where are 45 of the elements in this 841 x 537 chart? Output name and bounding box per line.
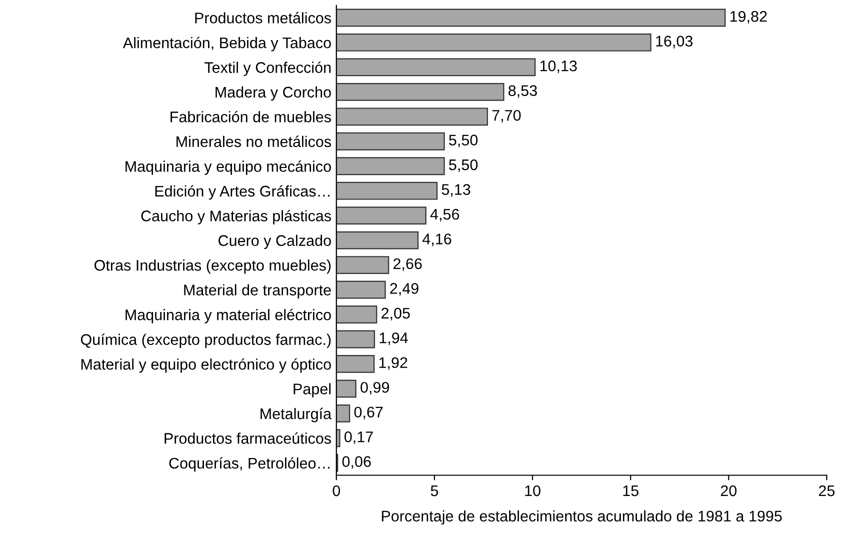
data-label: 5,50 [449, 134, 478, 148]
y-tick-label: Madera y Corcho [216, 86, 331, 101]
y-tick-label: Maquinaria y material eléctrico [126, 308, 331, 324]
data-label: 5,50 [449, 159, 478, 172]
x-tick-label: 15 [623, 486, 638, 496]
y-tick-label: Fabricación de muebles [170, 110, 331, 122]
data-label: 0,17 [344, 431, 373, 444]
data-label: 4,56 [430, 208, 460, 222]
data-label: 1,92 [379, 357, 408, 370]
data-label: 2,49 [390, 283, 418, 296]
data-label: 0,99 [360, 382, 389, 395]
x-tick-label: 5 [430, 486, 438, 496]
data-label: 0,67 [354, 406, 383, 420]
y-tick-label: Metalurgía [260, 408, 332, 422]
y-tick-label: Textil y Confección [204, 62, 331, 76]
x-tick-label: 10 [525, 485, 540, 496]
data-label: 7,70 [492, 110, 521, 123]
y-tick-label: Otras Industrias (excepto muebles) [94, 260, 331, 274]
data-label: 8,53 [508, 85, 537, 98]
y-tick-label: Cuero y Calzado [218, 234, 331, 250]
data-label: 2,05 [382, 308, 410, 320]
y-tick-label: Material de transporte [184, 284, 331, 298]
y-tick-label: Química (excepto productos farmac.) [80, 334, 331, 348]
y-tick-label: Alimentación, Bebida y Tabaco [122, 36, 331, 52]
data-label: 16,03 [656, 36, 693, 48]
x-tick-label: 20 [720, 485, 737, 496]
y-tick-label: Papel [294, 383, 331, 398]
x-axis-title: Porcentaje de establecimientos acumulado de 1981 a 1995 [382, 510, 782, 525]
data-label: 2,66 [394, 258, 422, 271]
y-tick-label: Maquinaria y equipo mecánico [126, 160, 331, 175]
data-label: 0,06 [342, 456, 371, 469]
data-label: 19,82 [730, 11, 767, 24]
data-label: 4,16 [422, 234, 452, 246]
y-tick-label: Edición y Artes Gráficas… [155, 185, 330, 200]
y-tick-label: Material y equipo electrónico y óptico [81, 358, 331, 373]
y-tick-label: Minerales no metálicos [176, 136, 331, 148]
x-tick-label: 25 [818, 485, 835, 496]
y-tick-label: Productos metálicos [195, 12, 331, 24]
data-label: 10,13 [540, 60, 577, 74]
data-label: 5,13 [442, 184, 470, 197]
y-tick-label: Caucho y Materias plásticas [141, 210, 331, 224]
data-label: 1,94 [380, 332, 408, 346]
y-tick-label: Productos farmaceúticos [164, 432, 331, 444]
x-tick-label: 0 [332, 485, 340, 496]
y-tick-label: Coquerías, Petrolóleo… [169, 457, 330, 472]
